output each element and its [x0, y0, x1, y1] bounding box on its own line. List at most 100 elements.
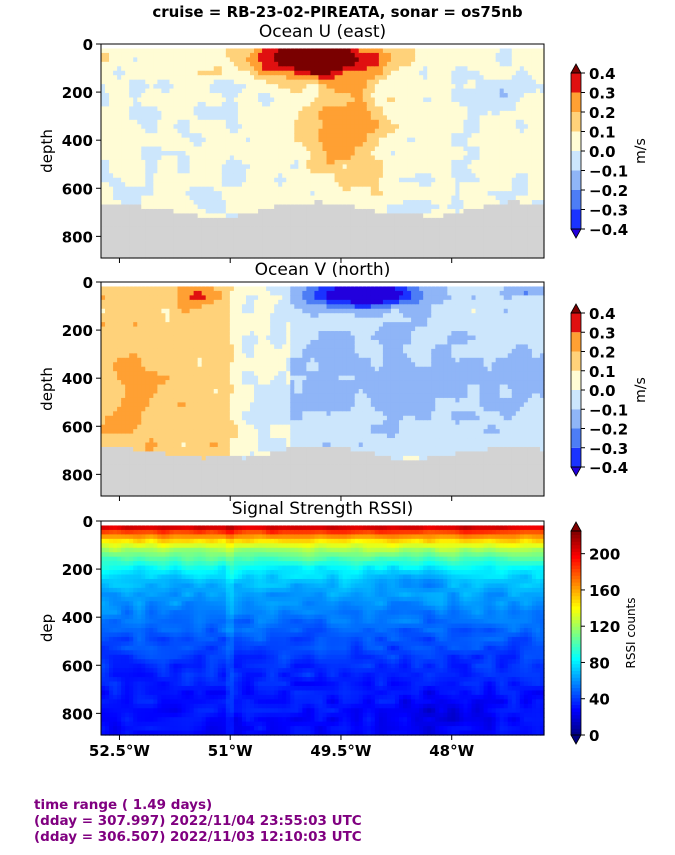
heatmap-cell [503, 226, 509, 232]
heatmap-cell [141, 44, 146, 50]
heatmap-cell [354, 195, 360, 201]
heatmap-cell [254, 142, 259, 148]
heatmap-cell [467, 244, 473, 250]
heatmap-cell [237, 155, 243, 161]
heatmap-cell [286, 222, 291, 228]
heatmap-cell [201, 195, 207, 201]
heatmap-cell [386, 222, 392, 228]
heatmap-cell [515, 231, 521, 237]
heatmap-cell [346, 244, 352, 250]
heatmap-cell [370, 222, 376, 228]
heatmap-cell [346, 133, 352, 139]
heatmap-cell [382, 66, 388, 72]
heatmap-cell [185, 88, 191, 94]
heatmap-cell [475, 84, 481, 90]
heatmap-cell [165, 128, 171, 134]
heatmap-cell [427, 208, 432, 215]
heatmap-cell [338, 204, 344, 210]
heatmap-cell [394, 191, 400, 197]
heatmap-cell [105, 164, 110, 170]
heatmap-cell [346, 137, 352, 143]
heatmap-cell [225, 222, 231, 228]
heatmap-cell [161, 159, 167, 165]
heatmap-cell [499, 177, 505, 183]
heatmap-cell [403, 231, 408, 237]
heatmap-cell [282, 253, 287, 259]
heatmap-cell [362, 168, 368, 174]
heatmap-cell [439, 110, 444, 116]
heatmap-cell [370, 182, 376, 188]
heatmap-cell [322, 200, 328, 206]
heatmap-cell [270, 57, 275, 63]
heatmap-cell [366, 146, 372, 152]
heatmap-cell [330, 177, 336, 183]
heatmap-cell [294, 249, 299, 255]
heatmap-cell [270, 97, 275, 103]
heatmap-cell [443, 52, 448, 58]
heatmap-cell [165, 146, 171, 152]
heatmap-cell [390, 106, 396, 112]
heatmap-cell [399, 66, 404, 72]
heatmap-cell [286, 168, 291, 174]
heatmap-cell [390, 173, 396, 179]
heatmap-cell [370, 159, 376, 165]
heatmap-cell [161, 217, 167, 223]
heatmap-cell [298, 182, 303, 188]
heatmap-cell [141, 119, 146, 125]
heatmap-cell [491, 48, 497, 54]
heatmap-cell [366, 48, 372, 54]
heatmap-cell [153, 177, 158, 183]
heatmap-cell [133, 177, 138, 183]
heatmap-cell [439, 240, 444, 246]
heatmap-cell [105, 208, 110, 215]
heatmap-cell [358, 222, 364, 228]
heatmap-cell [266, 106, 271, 112]
heatmap-cell [145, 128, 150, 134]
heatmap-cell [507, 97, 513, 103]
heatmap-cell [382, 48, 388, 54]
heatmap-cell [431, 97, 436, 103]
heatmap-cell [334, 164, 340, 170]
heatmap-cell [262, 253, 267, 259]
heatmap-cell [310, 70, 316, 76]
heatmap-cell [435, 93, 440, 99]
heatmap-cell [366, 88, 372, 94]
heatmap-cell [121, 244, 126, 250]
heatmap-cell [177, 186, 183, 192]
heatmap-cell [278, 213, 283, 219]
heatmap-cell [310, 195, 316, 201]
heatmap-cell [407, 195, 412, 201]
heatmap-cell [455, 240, 461, 246]
heatmap-cell [266, 97, 271, 103]
heatmap-cell [427, 213, 432, 219]
heatmap-cell [241, 115, 247, 121]
heatmap-cell [427, 119, 432, 125]
heatmap-cell [415, 253, 420, 259]
heatmap-cell [161, 119, 167, 125]
heatmap-cell [366, 44, 372, 50]
heatmap-cell [427, 70, 432, 76]
heatmap-cell [149, 66, 154, 72]
heatmap-cell [153, 142, 158, 148]
heatmap-cell [181, 84, 187, 90]
heatmap-cell [483, 253, 489, 259]
heatmap-cell [161, 106, 167, 112]
heatmap-cell [479, 159, 485, 165]
heatmap-cell [334, 195, 340, 201]
heatmap-cell [278, 191, 283, 197]
heatmap-cell [443, 200, 448, 206]
heatmap-cell [181, 119, 187, 125]
heatmap-cell [165, 173, 171, 179]
heatmap-cell [455, 222, 461, 228]
heatmap-cell [177, 195, 183, 201]
heatmap-cell [258, 195, 263, 201]
heatmap-cell [378, 70, 384, 76]
heatmap-cell [507, 177, 513, 183]
heatmap-cell [241, 222, 247, 228]
heatmap-cell [113, 231, 118, 237]
heatmap-cell [374, 177, 380, 183]
heatmap-cell [411, 240, 416, 246]
heatmap-cell [237, 61, 243, 67]
heatmap-cell [302, 226, 307, 232]
heatmap-cell [298, 164, 303, 170]
